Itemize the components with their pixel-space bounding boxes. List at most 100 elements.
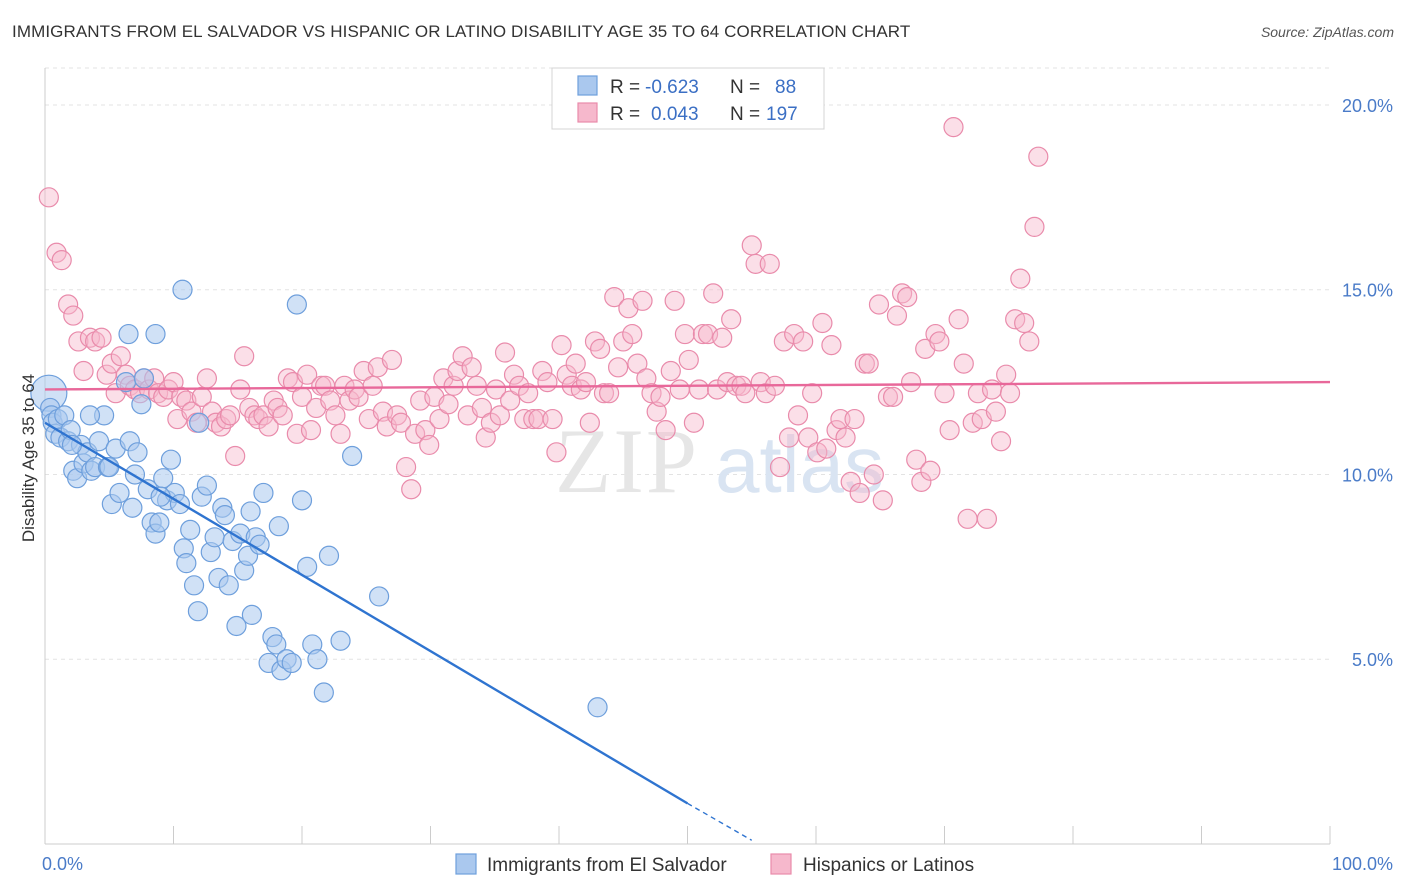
- hispanics-point: [769, 456, 791, 478]
- hispanics-point: [234, 346, 255, 367]
- hispanics-point: [759, 253, 780, 274]
- hispanics-point: [1019, 331, 1040, 352]
- hispanics-point: [91, 327, 112, 348]
- x-tick-label-end: 100.0%: [1332, 854, 1393, 874]
- el-salvador-point: [109, 482, 130, 504]
- hispanics-point: [664, 290, 685, 311]
- hispanics-point: [58, 294, 79, 315]
- hispanics-point: [485, 379, 507, 400]
- hispanics-point: [1014, 312, 1035, 334]
- hispanics-point: [604, 287, 625, 308]
- hispanics-point: [258, 416, 279, 437]
- el-salvador-point: [127, 442, 148, 463]
- hispanics-point: [793, 331, 814, 352]
- el-salvador-point: [187, 601, 209, 622]
- hispanics-point: [565, 353, 586, 374]
- y-tick-label: 5.0%: [1352, 650, 1393, 670]
- el-salvador-point: [218, 575, 239, 596]
- el-salvador-trend-extension: [687, 802, 753, 841]
- stats-legend-r-value-2: 0.043: [651, 104, 699, 125]
- hispanics-point: [176, 390, 197, 411]
- hispanics-point: [518, 383, 539, 404]
- stats-legend-n-label-1: N =: [730, 77, 760, 98]
- hispanics-point: [712, 327, 733, 348]
- hispanics-point: [471, 397, 492, 419]
- hispanics-point: [219, 405, 241, 426]
- el-salvador-point: [118, 323, 139, 345]
- hispanics-point: [882, 386, 904, 407]
- el-salvador-point: [266, 634, 287, 655]
- axes: [44, 68, 1331, 845]
- hispanics-point: [877, 386, 899, 407]
- el-salvador-trend-line: [44, 421, 689, 805]
- el-salvador-point: [253, 482, 274, 504]
- hispanics-point: [542, 408, 563, 430]
- hispanics-point: [650, 386, 671, 407]
- stats-legend-n-value-2: 197: [766, 104, 798, 125]
- hispanics-point: [627, 353, 648, 374]
- hispanics-point: [68, 331, 89, 352]
- bottom-legend-swatch-blue: [455, 853, 477, 875]
- hispanics-point: [812, 312, 833, 334]
- hispanics-point: [390, 412, 412, 433]
- stats-legend: R = -0.623 N = 88 R = 0.043 N = 197: [551, 67, 825, 130]
- y-tick-label: 10.0%: [1342, 465, 1393, 485]
- bottom-legend: Immigrants from El Salvador Hispanics or…: [455, 853, 974, 876]
- hispanics-point: [494, 342, 516, 363]
- hispanics-point: [934, 383, 955, 404]
- hispanics-point: [778, 427, 800, 448]
- y-tick-label: 15.0%: [1342, 281, 1393, 301]
- hispanics-point: [546, 442, 567, 463]
- hispanics-point: [953, 353, 974, 374]
- hispanics-point: [632, 290, 653, 311]
- hispanics-point: [300, 420, 322, 441]
- el-salvador-point: [318, 545, 340, 566]
- hispanics-point: [872, 490, 893, 511]
- el-salvador-point: [160, 449, 182, 470]
- hispanics-point: [532, 360, 553, 382]
- hispanics-point: [897, 287, 918, 308]
- hispanics-point: [985, 401, 1007, 422]
- el-salvador-point: [88, 431, 110, 452]
- hispanics-point: [660, 360, 681, 382]
- hispanics-point: [51, 250, 72, 271]
- hispanics-point: [858, 353, 879, 374]
- hispanics-point: [721, 309, 742, 330]
- hispanics-point: [429, 408, 450, 430]
- chart-title: IMMIGRANTS FROM EL SALVADOR VS HISPANIC …: [12, 22, 911, 41]
- el-salvador-point: [587, 697, 608, 718]
- hispanics-point: [528, 408, 549, 430]
- el-salvador-point: [342, 445, 363, 467]
- hispanics-point: [868, 294, 890, 315]
- stats-legend-swatch-pink: [577, 102, 598, 123]
- hispanics-trend-line: [44, 380, 1331, 391]
- hispanics-point: [996, 364, 1017, 385]
- hispanics-point: [381, 349, 403, 371]
- el-salvador-point: [183, 575, 205, 596]
- hispanics-point: [503, 364, 525, 385]
- bottom-legend-label-pink: Hispanics or Latinos: [803, 855, 974, 876]
- hispanics-point: [787, 405, 809, 426]
- hispanics-point: [821, 335, 842, 356]
- hispanics-point: [939, 420, 960, 441]
- hispanics-point: [38, 187, 59, 208]
- stats-legend-r-value-1: -0.623: [645, 77, 699, 98]
- hispanics-point: [500, 390, 521, 411]
- hispanics-point: [683, 412, 705, 433]
- chart-source: Source: ZipAtlas.com: [1260, 24, 1394, 40]
- el-salvador-point: [297, 556, 318, 577]
- hispanics-point: [85, 331, 106, 352]
- hispanics-point: [1024, 216, 1045, 237]
- hispanics-point: [216, 408, 237, 430]
- el-salvador-point: [286, 294, 307, 315]
- hispanics-point: [688, 379, 710, 400]
- hispanics-point: [1028, 146, 1049, 167]
- stats-legend-swatch-blue: [577, 75, 598, 96]
- hispanics-point: [990, 431, 1012, 452]
- series-hispanics-points: [38, 117, 1049, 529]
- el-salvador-point: [268, 516, 289, 537]
- hispanics-point: [461, 357, 482, 378]
- el-salvador-point: [214, 505, 235, 526]
- el-salvador-point: [241, 604, 262, 625]
- hispanics-point: [735, 383, 756, 404]
